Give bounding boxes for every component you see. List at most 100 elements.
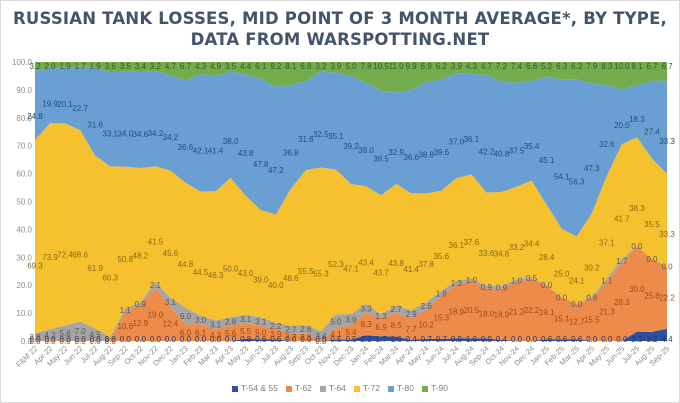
data-label-t-90: 4.3 [195,62,207,71]
data-label-t-90: 7.9 [586,62,598,71]
legend-swatch [285,385,292,392]
data-label-t-90: 5.2 [541,62,553,71]
data-label-t-72: 46.3 [208,271,224,280]
data-label-t-90: 8.1 [285,62,297,71]
data-label-t-62: 18.9 [449,308,465,317]
data-label-t-62: 2.7 [285,333,297,342]
data-label-t-90: 3.9 [330,62,342,71]
data-label-t-90: 11.0 [389,62,405,71]
data-label-t-72: 45.6 [163,249,179,258]
data-label-t-62: 5.5 [240,327,252,336]
data-label-t-80: 35.1 [328,132,344,141]
data-label-t-80: 22.7 [72,104,88,113]
data-label-t-62: 22.2 [659,294,675,303]
data-label-t-80: 47.2 [268,166,284,175]
data-label-t-64: 3.9 [345,315,357,324]
x-axis: F&M 22Apr-22May-22Jun-22Jul-22Aug-22Sep-… [14,344,671,369]
area-t-80 [35,66,667,237]
legend: T-54 & 55 T-62 T-64 T-72 T-80 T-90 [0,383,680,393]
data-label-t-90: 3.2 [29,62,41,71]
area-t-72 [35,123,667,338]
legend-item-t-80: T-80 [387,383,414,393]
legend-swatch [421,385,428,392]
data-label-t-72: 37.1 [599,239,615,248]
data-label-t-62: 19.1 [539,308,555,317]
data-label-t-90: 3.5 [120,62,132,71]
data-label-t-90: 5.0 [345,62,357,71]
data-label-t-80: 19.9 [42,100,58,109]
data-label-t-64: 0.9 [135,300,147,309]
data-label-t-54-55: 0.6 [556,335,568,344]
data-label-t-72: 44.8 [178,260,194,269]
data-label-t-80: 36.1 [464,135,480,144]
data-label-t-90: 6.7 [646,62,658,71]
data-label-t-54-55: 4.4 [661,335,673,344]
data-label-t-80: 38.8 [418,150,434,159]
data-label-t-62: 10.2 [418,320,434,329]
data-label-t-90: 4.7 [165,62,177,71]
data-label-t-90: 6.8 [526,62,538,71]
data-label-t-54-55: 0.0 [75,335,87,344]
data-label-t-64: 4.5 [90,331,102,340]
legend-swatch [387,385,394,392]
data-label-t-54-55: 0.0 [586,335,598,344]
data-label-t-62: 0.0 [105,337,117,346]
data-label-t-62: 10.6 [117,322,133,331]
data-label-t-64: 0.9 [481,283,493,292]
data-label-t-62: 0.0 [60,337,72,346]
data-label-t-90: 3.2 [315,62,327,71]
data-label-t-54-55: 0.7 [436,335,448,344]
data-label-t-54-55: 1.0 [466,335,478,344]
data-label-t-72: 44.5 [193,268,209,277]
data-label-t-80: 39.2 [343,142,359,151]
data-label-t-90: 1.9 [90,62,102,71]
data-label-t-80: 36.6 [178,143,194,152]
data-label-t-90: 8.1 [631,62,643,71]
legend-item-t-54-55: T-54 & 55 [232,383,278,393]
data-label-t-62: 28.3 [614,298,630,307]
data-label-t-90: 7.4 [511,62,523,71]
y-tick-label: 60.0 [16,170,32,179]
legend-label: T-80 [396,383,414,393]
data-label-t-54-55: 0.0 [601,335,613,344]
legend-item-t-64: T-64 [319,383,346,393]
data-label-t-64: 2.2 [270,322,282,331]
data-label-t-90: 6.8 [300,62,312,71]
data-label-t-62: 5.0 [255,328,267,337]
legend-swatch [232,385,239,392]
data-label-t-72: 72.4 [57,251,73,260]
data-label-t-80: 31.6 [87,121,103,130]
y-tick-label: 50.0 [16,198,32,207]
data-label-t-72: 50.8 [117,255,133,264]
data-label-t-80: 47.8 [253,160,269,169]
data-label-t-64: 5.0 [330,317,342,326]
data-label-t-54-55: 0.0 [195,335,207,344]
chart-title-line-2: DATA FROM WARSPOTTING.NET [190,30,490,49]
data-label-t-62: 8.5 [391,321,403,330]
area-t-64 [35,246,667,341]
data-label-t-62: 15.1 [554,315,570,324]
data-label-t-64: 2.7 [285,326,297,335]
data-label-t-80: 43.8 [238,149,254,158]
data-label-t-62: 19.0 [148,310,164,319]
data-label-t-64: 3.1 [165,298,177,307]
legend-item-t-62: T-62 [285,383,312,393]
data-label-t-72: 60.3 [102,273,118,282]
legend-label: T-72 [362,383,380,393]
data-label-t-72: 28.4 [539,253,555,262]
data-label-t-64: 6.0 [180,312,192,321]
data-label-t-54-55: 0.0 [300,335,312,344]
data-label-t-62: 0.0 [75,337,87,346]
data-label-t-72: 43.0 [238,269,254,278]
data-label-t-62: 21.2 [509,308,525,317]
data-label-t-64: 0.0 [631,242,643,251]
data-label-t-62: 0.0 [29,337,41,346]
y-tick-label: 100.0 [12,58,33,67]
data-label-t-64: 0.0 [541,281,553,290]
data-label-t-54-55: 0.7 [421,335,433,344]
data-label-t-80: 24.8 [27,112,43,121]
data-label-t-80: 38.0 [223,137,239,146]
data-label-t-64: 3.1 [255,317,267,326]
data-label-t-62: 21.3 [599,307,615,316]
data-label-t-54-55: 0.6 [541,335,553,344]
